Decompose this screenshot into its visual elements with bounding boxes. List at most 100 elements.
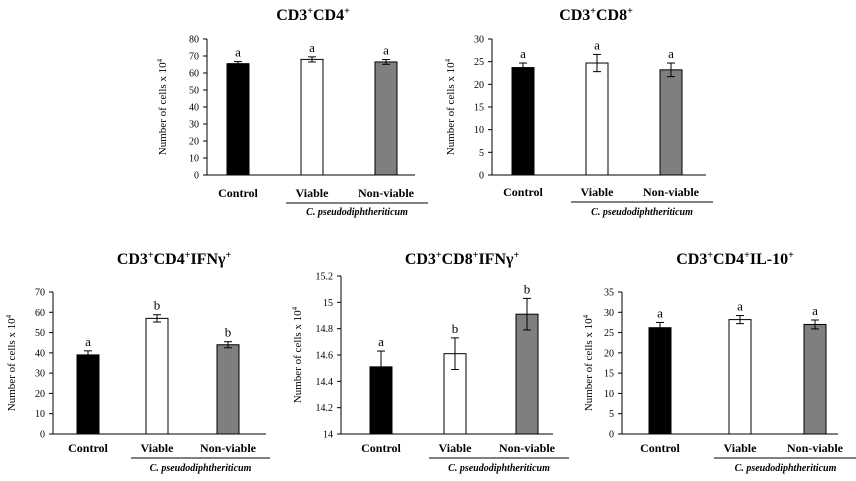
y-tick-label: 10 [474, 125, 484, 136]
significance-letter: a [812, 303, 818, 318]
y-tick-label: 15.2 [316, 272, 334, 283]
chart-title: CD3+CD8+ [559, 6, 633, 24]
chart-title: CD3+CD8+IFNγ+ [405, 250, 520, 268]
y-tick-label: 70 [189, 52, 199, 63]
bar-non-viable [374, 61, 398, 176]
significance-letter: a [235, 45, 241, 60]
significance-letter: a [85, 334, 91, 349]
group-label: C. pseudodiphtheriticum [735, 463, 837, 474]
category-label: Control [361, 441, 401, 455]
bar-viable [300, 58, 324, 176]
y-axis-label: Number of cells x 104 [444, 58, 457, 155]
bar-viable [145, 317, 169, 435]
y-tick-label: 80 [189, 35, 199, 46]
significance-letter: a [309, 40, 315, 55]
y-tick-label: 30 [474, 35, 484, 46]
significance-letter: a [383, 43, 389, 58]
bar-viable [728, 319, 752, 435]
y-tick-label: 20 [189, 137, 199, 148]
y-tick-label: 0 [609, 430, 614, 441]
significance-letter: a [657, 305, 663, 320]
category-label: Control [640, 441, 680, 455]
y-tick-label: 15 [323, 298, 333, 309]
significance-letter: a [594, 37, 600, 52]
category-label: Non-viable [499, 441, 556, 455]
category-label: Control [68, 441, 108, 455]
bar-viable [585, 62, 609, 176]
category-label: Non-viable [358, 186, 415, 200]
chart-panel-1: CD3+CD4+ 0 10 20 30 40 50 60 70 80 Number of cells… [156, 6, 428, 218]
y-tick-label: 30 [35, 369, 45, 380]
y-tick-label: 20 [474, 80, 484, 91]
category-label: Control [218, 186, 258, 200]
group-label: C. pseudodiphtheriticum [150, 463, 252, 474]
significance-letter: a [668, 46, 674, 61]
y-tick-label: 50 [189, 86, 199, 97]
y-axis-label: Number of cells x 104 [291, 306, 304, 403]
significance-letter: b [452, 321, 459, 336]
y-tick-label: 0 [194, 171, 199, 182]
y-tick-label: 5 [609, 409, 614, 420]
category-label: Viable [439, 441, 473, 455]
category-label: Non-viable [643, 185, 700, 199]
y-tick-label: 10 [604, 389, 614, 400]
y-tick-label: 5 [479, 148, 484, 159]
significance-letter: a [737, 299, 743, 314]
significance-letter: b [154, 298, 161, 313]
bar-control [511, 67, 535, 176]
y-tick-label: 14.8 [316, 324, 334, 335]
y-tick-label: 0 [40, 430, 45, 441]
category-label: Viable [296, 186, 330, 200]
chart-panel-4: CD3+CD8+IFNγ+ 14 14.2 14.4 14.6 14.8 15 15.2 Num… [291, 250, 569, 474]
y-tick-label: 15 [474, 103, 484, 114]
bar-control [648, 327, 672, 435]
y-tick-label: 40 [189, 103, 199, 114]
category-label: Control [503, 185, 543, 199]
y-tick-label: 20 [35, 389, 45, 400]
y-tick-label: 14.2 [316, 403, 334, 414]
bar-non-viable [515, 313, 539, 435]
bar-non-viable [216, 344, 240, 435]
y-tick-label: 60 [189, 69, 199, 80]
chart-panel-3: CD3+CD4+IFNγ+ 0 10 20 30 40 50 60 70 Number of ce… [5, 250, 270, 474]
bar-control [76, 354, 100, 435]
y-tick-label: 25 [474, 57, 484, 68]
category-label: Viable [141, 441, 175, 455]
y-tick-label: 0 [479, 171, 484, 182]
category-label: Viable [724, 441, 758, 455]
y-axis-label: Number of cells x 104 [5, 314, 18, 411]
group-label: C. pseudodiphtheriticum [591, 207, 693, 218]
y-tick-label: 30 [189, 120, 199, 131]
y-tick-label: 40 [35, 348, 45, 359]
category-label: Non-viable [200, 441, 257, 455]
y-tick-label: 35 [604, 288, 614, 299]
y-tick-label: 60 [35, 308, 45, 319]
y-axis-label: Number of cells x 104 [582, 314, 595, 411]
y-tick-label: 70 [35, 288, 45, 299]
y-tick-label: 14.4 [316, 377, 334, 388]
y-tick-label: 50 [35, 328, 45, 339]
y-tick-label: 10 [35, 409, 45, 420]
y-tick-label: 25 [604, 328, 614, 339]
bar-non-viable [803, 323, 827, 435]
group-label: C. pseudodiphtheriticum [306, 207, 408, 218]
y-tick-label: 30 [604, 308, 614, 319]
significance-letter: b [524, 281, 531, 296]
y-tick-label: 15 [604, 369, 614, 380]
chart-title: CD3+CD4+IL-10+ [676, 250, 794, 268]
category-label: Non-viable [787, 441, 844, 455]
bar-control [226, 63, 250, 176]
chart-title: CD3+CD4+IFNγ+ [117, 250, 232, 268]
y-tick-label: 20 [604, 348, 614, 359]
significance-letter: a [520, 46, 526, 61]
y-tick-label: 10 [189, 154, 199, 165]
category-label: Viable [581, 185, 615, 199]
group-label: C. pseudodiphtheriticum [448, 463, 550, 474]
chart-panel-2: CD3+CD8+ 0 5 10 15 20 25 30 Number of cells x 10… [444, 6, 713, 218]
y-axis-label: Number of cells x 104 [156, 58, 169, 155]
significance-letter: a [378, 334, 384, 349]
significance-letter: b [225, 325, 232, 340]
chart-title: CD3+CD4+ [276, 6, 350, 24]
y-tick-label: 14.6 [316, 351, 334, 362]
